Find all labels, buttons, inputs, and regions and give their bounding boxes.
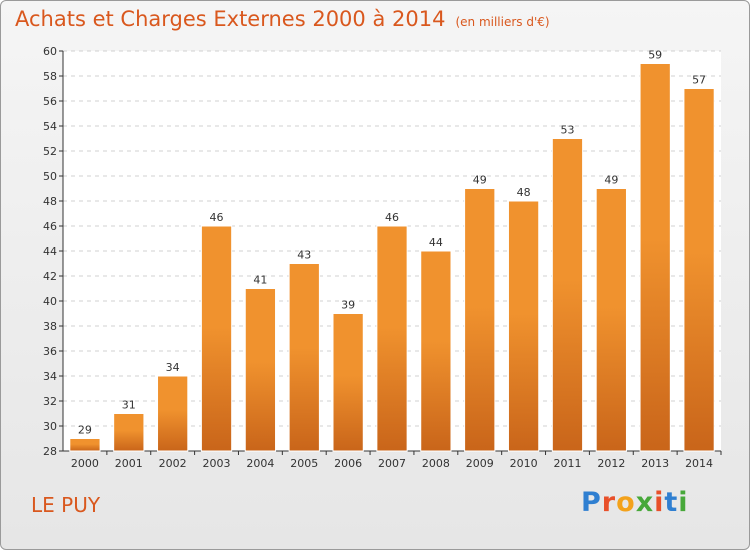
bar [200, 225, 233, 452]
logo-letter: i [678, 487, 689, 518]
bar-value-label: 49 [604, 174, 618, 187]
bar [551, 138, 584, 452]
bar [639, 63, 671, 452]
x-tick-label: 2007 [378, 457, 406, 470]
logo-letter: P [581, 487, 602, 518]
bar [69, 438, 101, 452]
y-tick-label: 30 [43, 420, 57, 433]
y-tick-label: 36 [43, 345, 57, 358]
bar-value-label: 39 [341, 299, 355, 312]
x-tick-label: 2003 [203, 457, 231, 470]
y-tick-label: 56 [43, 95, 57, 108]
proxiti-logo[interactable]: Proxiti [581, 487, 689, 518]
y-tick-label: 46 [43, 220, 57, 233]
x-tick-label: 2004 [246, 457, 274, 470]
bar [595, 188, 627, 452]
city-name: LE PUY [31, 493, 101, 517]
bar-value-label: 46 [385, 211, 399, 224]
logo-letter: i [654, 487, 665, 518]
y-tick-label: 34 [43, 370, 57, 383]
bar-value-label: 31 [122, 399, 136, 412]
x-tick-label: 2012 [597, 457, 625, 470]
y-tick-label: 40 [43, 295, 57, 308]
chart-title: Achats et Charges Externes 2000 à 2014 (e… [15, 7, 550, 31]
y-tick-label: 60 [43, 45, 57, 58]
bar-value-label: 41 [253, 274, 267, 287]
bar [113, 413, 145, 452]
x-tick-label: 2013 [641, 457, 669, 470]
bar-value-label: 34 [166, 361, 180, 374]
bar-value-label: 59 [648, 49, 662, 62]
bar [376, 225, 408, 452]
x-tick-label: 2000 [71, 457, 99, 470]
x-tick-label: 2014 [685, 457, 713, 470]
x-tick-label: 2008 [422, 457, 450, 470]
x-tick-label: 2009 [466, 457, 494, 470]
logo-letter: t [664, 487, 679, 518]
bar-value-label: 46 [210, 211, 224, 224]
bar-value-label: 57 [692, 74, 706, 87]
logo-letter: o [616, 487, 636, 518]
y-tick-label: 44 [43, 245, 57, 258]
logo-letter: x [635, 487, 655, 518]
bar-value-label: 44 [429, 236, 443, 249]
y-tick-label: 32 [43, 395, 57, 408]
x-tick-label: 2011 [553, 457, 581, 470]
bar-value-label: 49 [473, 174, 487, 187]
bar-value-label: 29 [78, 424, 92, 437]
y-tick-label: 38 [43, 320, 57, 333]
y-tick-label: 42 [43, 270, 57, 283]
bar [464, 188, 496, 452]
chart-subtitle: (en milliers d'€) [455, 15, 550, 29]
y-tick-label: 48 [43, 195, 57, 208]
x-tick-label: 2002 [159, 457, 187, 470]
y-tick-label: 58 [43, 70, 57, 83]
bar [420, 250, 452, 452]
bar [157, 375, 189, 452]
bar [332, 313, 364, 452]
x-tick-label: 2001 [115, 457, 143, 470]
bar-value-label: 43 [297, 249, 311, 262]
bar-value-label: 48 [517, 186, 531, 199]
chart-title-text: Achats et Charges Externes 2000 à 2014 [15, 7, 446, 31]
y-tick-label: 50 [43, 170, 57, 183]
bar [507, 200, 540, 452]
bar [288, 263, 320, 452]
x-tick-label: 2006 [334, 457, 362, 470]
y-tick-label: 52 [43, 145, 57, 158]
x-tick-label: 2005 [290, 457, 318, 470]
bar [683, 88, 715, 452]
y-tick-label: 54 [43, 120, 57, 133]
y-tick-label: 28 [43, 445, 57, 458]
x-tick-label: 2010 [510, 457, 538, 470]
bar [244, 288, 277, 452]
logo-letter: r [601, 487, 617, 518]
bar-value-label: 53 [560, 124, 574, 137]
